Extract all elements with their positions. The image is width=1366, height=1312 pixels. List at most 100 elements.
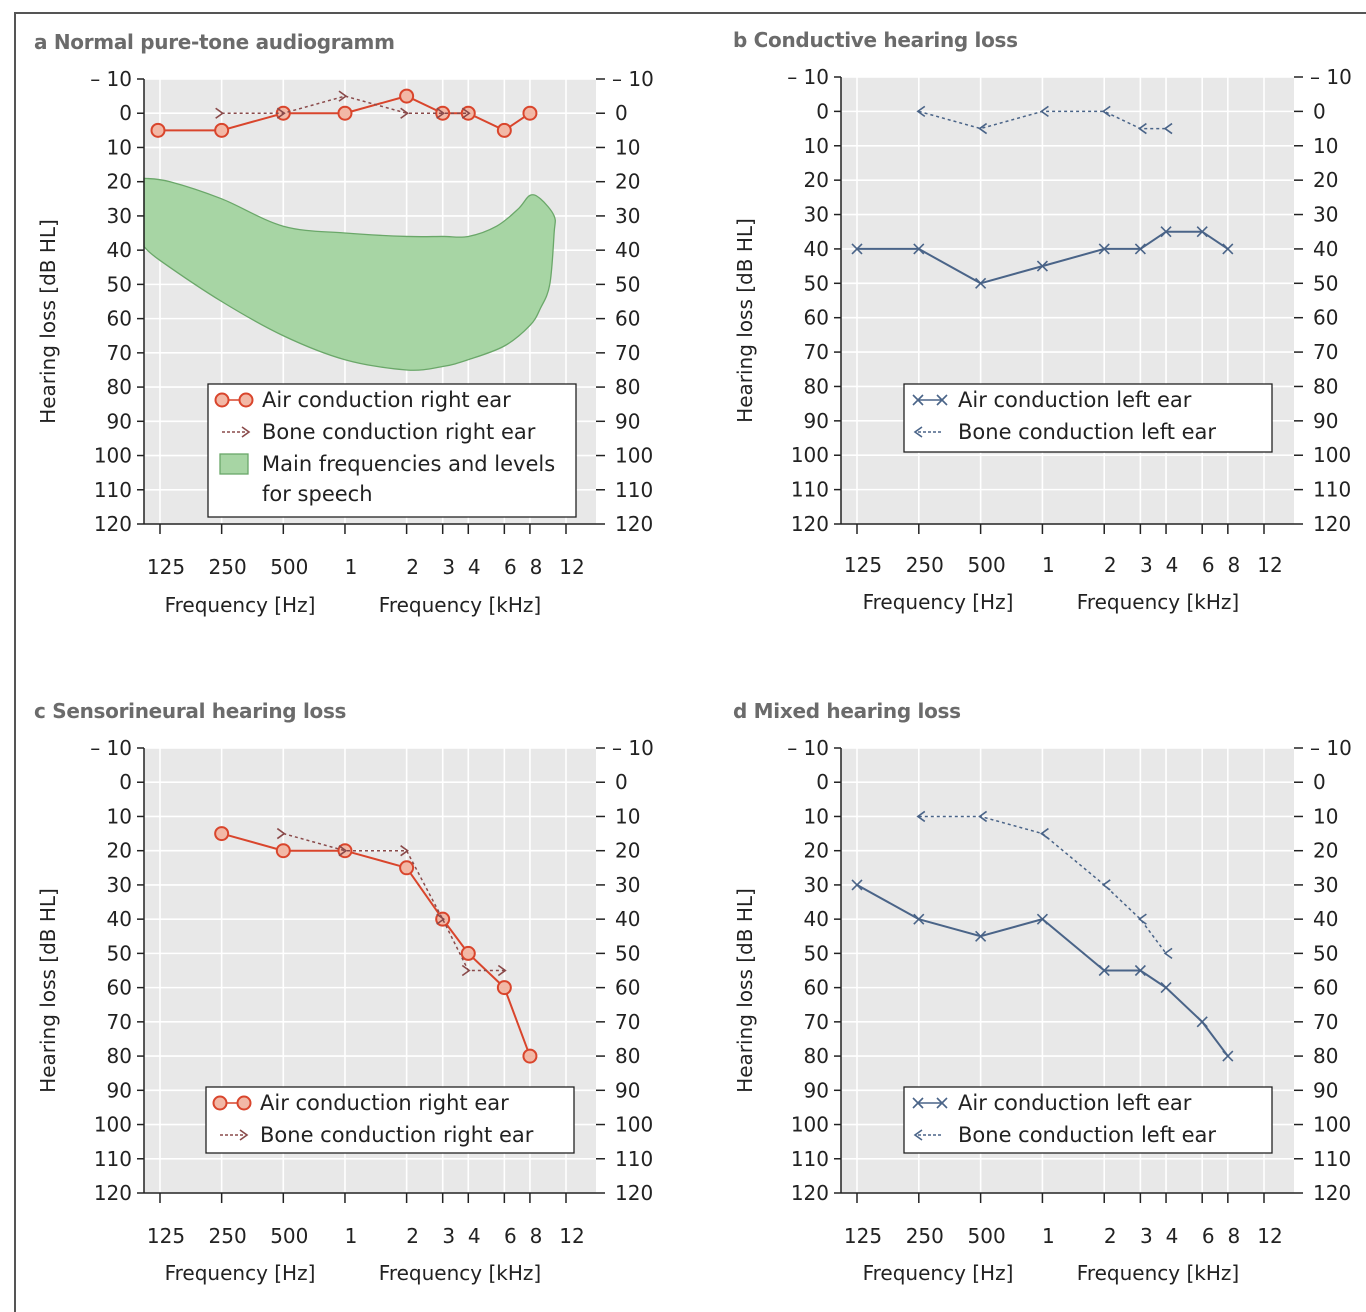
y-tick-label-right: 90 bbox=[615, 409, 640, 433]
air-marker-cross bbox=[851, 243, 863, 255]
figure-frame bbox=[14, 12, 1366, 1312]
air-marker-circle bbox=[238, 392, 254, 408]
series-line-bone-left bbox=[918, 110, 1167, 130]
x-tick-label: 6 bbox=[1202, 553, 1215, 577]
x-tick-label: 6 bbox=[1202, 1224, 1215, 1248]
air-marker-cross bbox=[913, 913, 925, 925]
air-marker-circle bbox=[522, 1048, 538, 1064]
air-marker-cross bbox=[1196, 226, 1208, 238]
legend-label: Main frequencies and levels bbox=[262, 452, 555, 476]
y-tick-label: 40 bbox=[804, 907, 829, 931]
air-marker-cross bbox=[1196, 1016, 1208, 1028]
x-tick-label: 3 bbox=[442, 1224, 455, 1248]
y-tick-label: 10 bbox=[804, 804, 829, 828]
bone-marker-arrow bbox=[239, 1129, 249, 1141]
y-tick-label-right: 40 bbox=[1313, 237, 1338, 261]
y-tick-label: 40 bbox=[107, 238, 132, 262]
y-tick-label-right: 40 bbox=[615, 907, 640, 931]
y-tick-label: 0 bbox=[119, 770, 132, 794]
data-point-air-right bbox=[522, 105, 538, 121]
y-tick-label: 30 bbox=[804, 873, 829, 897]
x-tick-label: 8 bbox=[1227, 553, 1240, 577]
data-point-air-left bbox=[1160, 226, 1172, 238]
y-tick-label-right: 50 bbox=[1313, 941, 1338, 965]
y-tick-label-right: – 10 bbox=[612, 736, 654, 760]
y-tick-label: 80 bbox=[107, 375, 132, 399]
y-tick-label-right: 60 bbox=[615, 976, 640, 1000]
speech-area bbox=[143, 177, 556, 371]
x-axis-label-khz: Frequency [kHz] bbox=[1077, 1261, 1239, 1285]
y-tick-label: 110 bbox=[791, 1147, 829, 1171]
bone-marker-arrow bbox=[1163, 122, 1173, 135]
x-tick-label: 250 bbox=[906, 553, 944, 577]
y-tick-label-right: 120 bbox=[1313, 1181, 1351, 1205]
legend: Air conduction left ear Bone conduction l… bbox=[903, 383, 1273, 453]
y-tick-label-right: 60 bbox=[615, 307, 640, 331]
data-point-bone-left bbox=[1163, 947, 1173, 960]
y-axis-label: Hearing loss [dB HL] bbox=[733, 888, 757, 1093]
x-tick-label: 4 bbox=[1166, 1224, 1179, 1248]
legend-label: Air conduction left ear bbox=[958, 388, 1192, 412]
legend-marker bbox=[913, 1129, 923, 1141]
y-tick-label-right: 40 bbox=[1313, 907, 1338, 931]
data-point-air-left bbox=[913, 913, 925, 925]
y-tick-label: 120 bbox=[94, 1181, 132, 1205]
data-point-air-right bbox=[496, 122, 512, 138]
y-tick-label-right: 40 bbox=[615, 238, 640, 262]
x-tick-label: 1 bbox=[1042, 1224, 1055, 1248]
air-marker-cross bbox=[1160, 982, 1172, 994]
panel-a-title: a Normal pure-tone audiogramm bbox=[34, 30, 395, 54]
data-point-air-left bbox=[913, 243, 925, 255]
data-point-air-left bbox=[1222, 1050, 1234, 1062]
x-tick-label: 125 bbox=[844, 553, 882, 577]
data-point-air-left bbox=[1036, 260, 1048, 272]
bone-marker-arrow bbox=[215, 107, 225, 119]
data-point-air-right bbox=[214, 826, 230, 842]
legend-marker bbox=[236, 1095, 252, 1111]
y-tick-label: 80 bbox=[804, 1044, 829, 1068]
x-tick-label: 4 bbox=[1166, 553, 1179, 577]
series-line-bone-right bbox=[283, 832, 505, 972]
air-marker-cross bbox=[912, 1097, 924, 1109]
air-marker-cross bbox=[913, 243, 925, 255]
air-marker-circle bbox=[496, 122, 512, 138]
x-tick-label: 12 bbox=[1257, 553, 1282, 577]
air-marker-circle bbox=[150, 122, 166, 138]
bone-marker-arrow bbox=[916, 810, 926, 823]
x-tick-label: 500 bbox=[968, 1224, 1006, 1248]
x-axis-label-khz: Frequency [kHz] bbox=[379, 1261, 541, 1285]
air-marker-circle bbox=[236, 1095, 252, 1111]
data-point-air-right bbox=[214, 122, 230, 138]
air-marker-cross bbox=[1036, 913, 1048, 925]
x-tick-label: 250 bbox=[906, 1224, 944, 1248]
bone-marker-arrow bbox=[978, 810, 988, 823]
y-tick-label: 30 bbox=[107, 873, 132, 897]
bone-marker-arrow bbox=[1138, 913, 1147, 925]
x-tick-label: 6 bbox=[504, 555, 517, 579]
legend-marker bbox=[212, 1095, 228, 1111]
x-tick-label: 125 bbox=[147, 1224, 185, 1248]
x-axis-label-hz: Frequency [Hz] bbox=[863, 1261, 1014, 1285]
data-point-bone-left bbox=[1138, 913, 1147, 925]
x-axis-label-hz: Frequency [Hz] bbox=[863, 590, 1014, 614]
bone-marker-arrow bbox=[400, 845, 409, 857]
chart-panel-d: – 10 – 10 0 0 10 10 20 20 30 30 40 40 50 50 60 60 70 70 80… bbox=[733, 736, 1352, 1285]
x-tick-label: 1 bbox=[345, 555, 358, 579]
x-tick-label: 4 bbox=[468, 555, 481, 579]
data-point-bone-left bbox=[1040, 105, 1049, 118]
data-point-air-right bbox=[496, 980, 512, 996]
data-point-air-right bbox=[150, 122, 166, 138]
chart-panel-c: – 10 – 10 0 0 10 10 20 20 30 30 40 40 50 50 60 60 70 70 80… bbox=[36, 736, 654, 1285]
bone-marker-arrow bbox=[461, 107, 471, 119]
y-axis-label: Hearing loss [dB HL] bbox=[36, 219, 60, 424]
legend-marker bbox=[936, 1097, 948, 1109]
y-tick-label-right: 80 bbox=[1313, 1044, 1338, 1068]
y-tick-label-right: 60 bbox=[1313, 976, 1338, 1000]
bone-marker-arrow bbox=[1040, 105, 1049, 118]
panel-b-title: b Conductive hearing loss bbox=[733, 28, 1018, 52]
y-tick-label-right: – 10 bbox=[1310, 65, 1352, 89]
data-point-air-left bbox=[1134, 964, 1146, 977]
x-tick-label: 4 bbox=[468, 1224, 481, 1248]
data-point-bone-left bbox=[1101, 879, 1111, 891]
